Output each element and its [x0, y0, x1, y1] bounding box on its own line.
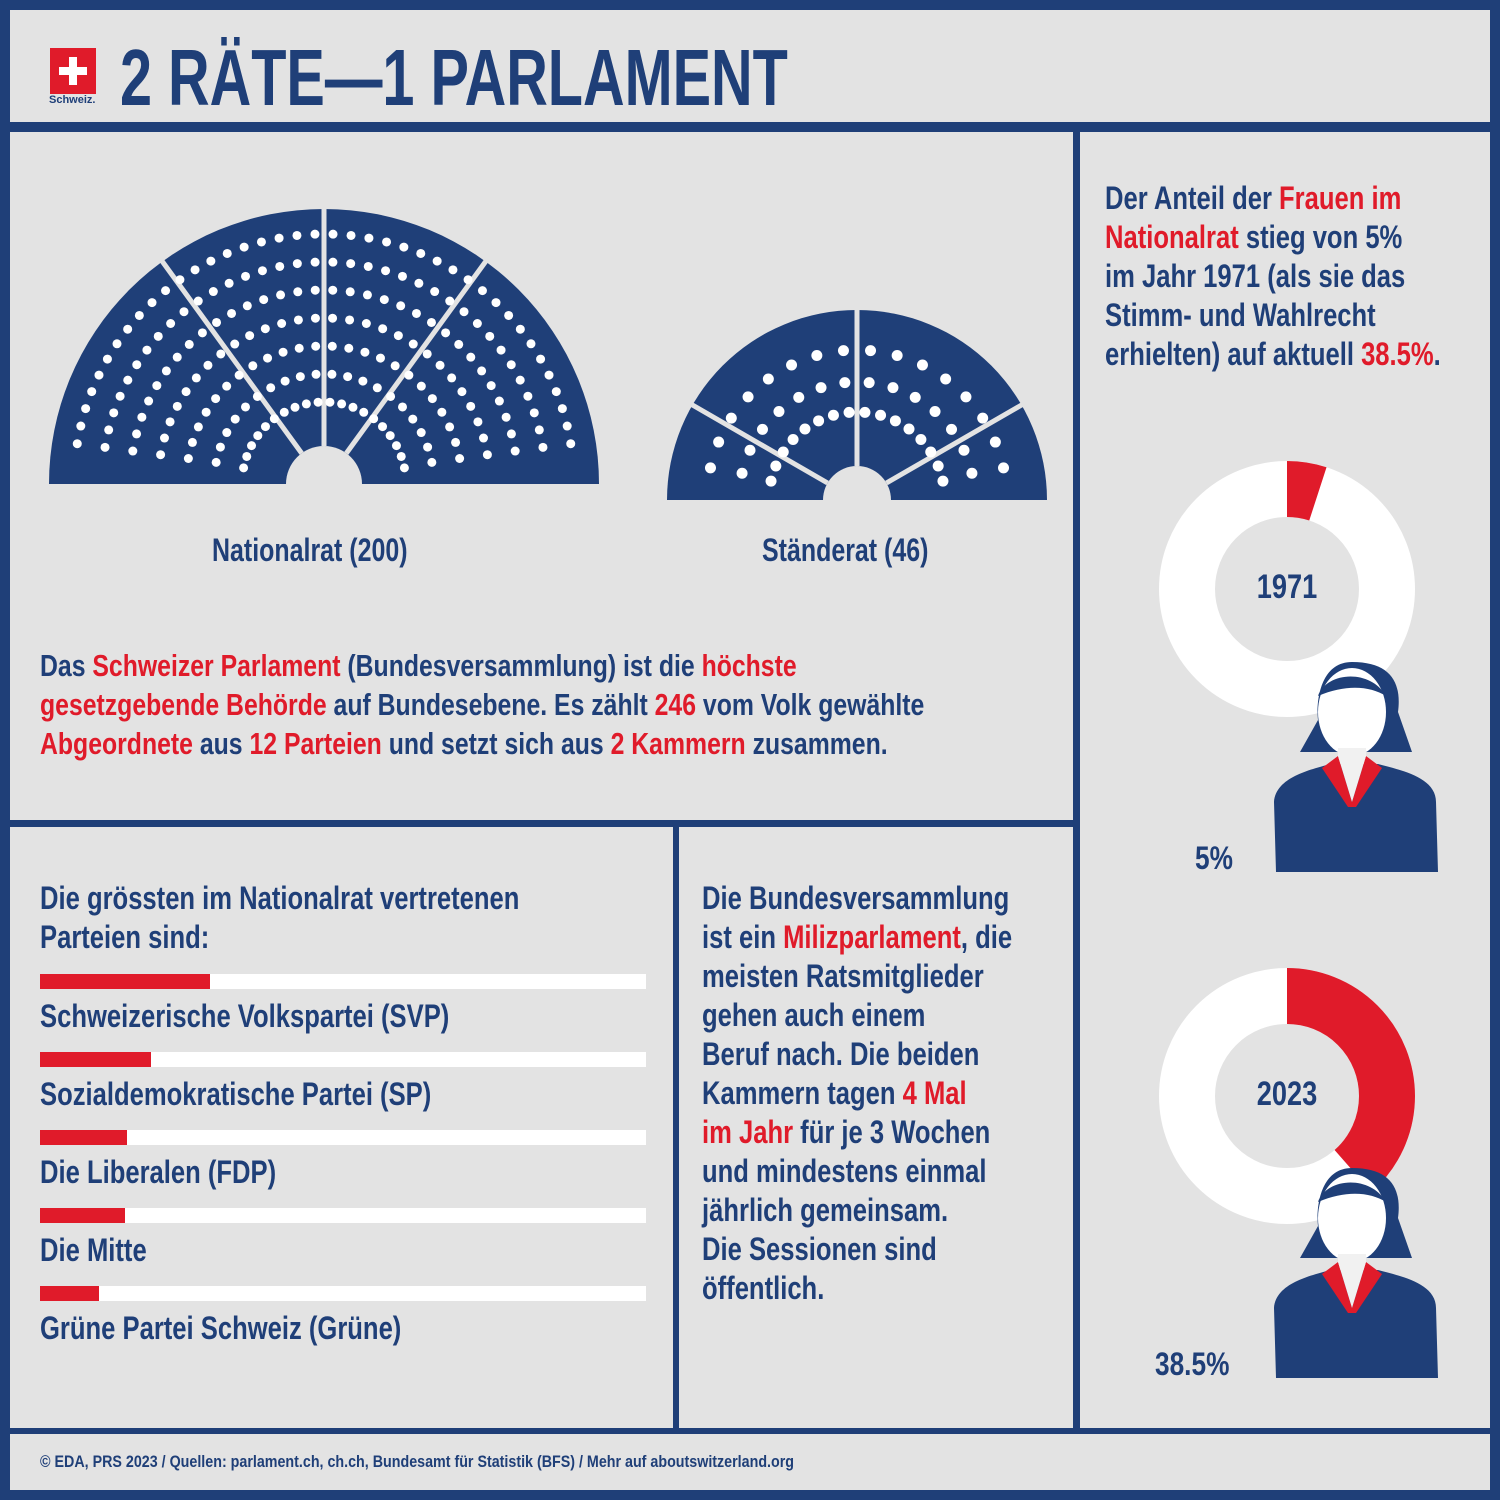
header: Schweiz. 2 RÄTE—1 PARLAMENT: [10, 10, 1490, 122]
footer: © EDA, PRS 2023 / Quellen: parlament.ch,…: [10, 1434, 1490, 1490]
party-name: Sozialdemokratische Partei (SP): [40, 1076, 432, 1112]
party-bar-track: [40, 1130, 646, 1145]
staenderat-label: Ständerat (46): [762, 532, 929, 568]
logo-text: Schweiz.: [49, 94, 96, 106]
swiss-flag-icon: [50, 48, 96, 94]
nationalrat-seat-diagram-icon: [49, 207, 599, 484]
parties-panel: Die grössten im Nationalrat vertretenen …: [10, 827, 673, 1428]
page-title: 2 RÄTE—1 PARLAMENT: [120, 33, 788, 122]
party-bar-track: [40, 974, 646, 989]
party-bar-fill: [40, 1208, 126, 1223]
donut-1971-year: 1971: [1256, 568, 1318, 606]
party-bar-fill: [40, 1286, 100, 1301]
nationalrat-label: Nationalrat (200): [212, 532, 408, 568]
woman-1971-icon: [1274, 662, 1438, 872]
donut-2023-chart: [1159, 968, 1415, 1224]
women-1971-percent: 5%: [1195, 840, 1233, 876]
party-bar-track: [40, 1052, 646, 1067]
donut-2023-year: 2023: [1256, 1075, 1318, 1113]
woman-2023-icon: [1274, 1168, 1438, 1378]
chambers-panel: Nationalrat (200) Ständerat (46) Das Sch…: [10, 132, 1073, 820]
militia-parliament-panel: Die Bundesversammlung ist ein Milizparlam…: [679, 827, 1073, 1428]
party-bar-fill: [40, 1052, 151, 1067]
women-share-panel: Der Anteil der Frauen im Nationalrat stie…: [1080, 132, 1490, 1428]
party-bar-track: [40, 1208, 646, 1223]
women-2023-percent: 38.5%: [1155, 1346, 1230, 1382]
intro-paragraph: Das Schweizer Parlament (Bundesversammlu…: [40, 648, 925, 761]
donut-1971-chart: [1159, 461, 1415, 717]
militia-paragraph: Die Bundesversammlung ist ein Milizparlam…: [702, 880, 1013, 1306]
footer-credits: © EDA, PRS 2023 / Quellen: parlament.ch,…: [40, 1452, 795, 1471]
parties-heading: Die grössten im Nationalrat vertretenen …: [40, 880, 520, 955]
party-name: Schweizerische Volkspartei (SVP): [40, 998, 450, 1034]
women-share-paragraph: Der Anteil der Frauen im Nationalrat stie…: [1105, 180, 1441, 372]
party-name: Grüne Partei Schweiz (Grüne): [40, 1310, 402, 1346]
party-bar-track: [40, 1286, 646, 1301]
party-name: Die Liberalen (FDP): [40, 1154, 277, 1190]
party-bar-fill: [40, 1130, 127, 1145]
staenderat-seat-diagram-icon: [667, 308, 1047, 500]
party-bar-fill: [40, 974, 210, 989]
party-name: Die Mitte: [40, 1232, 147, 1268]
